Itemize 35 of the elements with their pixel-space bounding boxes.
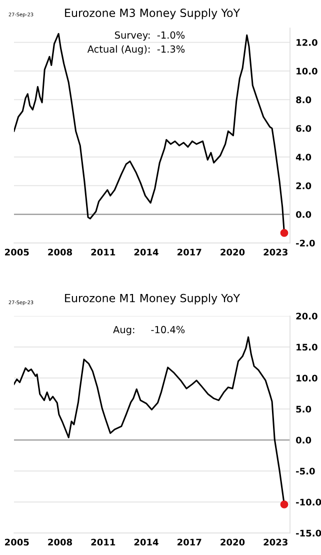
x-tick-label: 2017 [178, 538, 202, 546]
annotation: Aug: -10.4% [113, 326, 185, 336]
y-tick-label: 15.0 [296, 344, 318, 351]
y-tick-label: -10.0 [296, 498, 321, 506]
y-tick-label: 0.0 [296, 436, 312, 444]
y-tick-label: 10.0 [296, 68, 318, 75]
y-tick-label: 5.0 [296, 406, 312, 413]
x-tick-label: 2014 [134, 538, 158, 546]
x-tick-label: 2008 [48, 248, 72, 256]
x-tick-label: 2008 [48, 538, 72, 546]
x-tick-label: 2014 [134, 248, 158, 256]
y-tick-label: 20.0 [296, 312, 318, 320]
y-tick-label: 2.0 [296, 182, 312, 190]
chart-title: Eurozone M1 Money Supply YoY [65, 294, 240, 304]
x-tick-label: 2020 [220, 248, 245, 256]
x-tick-label: 2023 [264, 248, 288, 256]
x-tick-label: 2017 [178, 248, 202, 256]
x-tick-label: 2011 [91, 538, 116, 546]
x-tick-label: 2005 [5, 248, 29, 256]
chart-title: Eurozone M3 Money Supply YoY [65, 8, 240, 20]
annotation: Actual (Aug): -1.3% [87, 45, 185, 55]
y-tick-label: -5.0 [296, 468, 315, 475]
x-tick-label: 2005 [5, 538, 29, 546]
x-tick-label: 2011 [91, 248, 116, 256]
y-tick-label: 12.0 [296, 39, 318, 46]
y-tick-label: 8.0 [296, 96, 312, 104]
y-tick-label: 0.0 [296, 211, 312, 218]
y-tick-label: 4.0 [296, 154, 312, 161]
y-tick-label: 6.0 [296, 125, 312, 132]
x-tick-label: 2020 [220, 538, 245, 546]
y-tick-label: -2.0 [296, 240, 315, 247]
annotation: Survey: -1.0% [114, 31, 185, 41]
x-tick-label: 2023 [264, 538, 288, 546]
y-tick-label: -15.0 [296, 530, 321, 537]
y-tick-label: 10.0 [296, 374, 318, 382]
